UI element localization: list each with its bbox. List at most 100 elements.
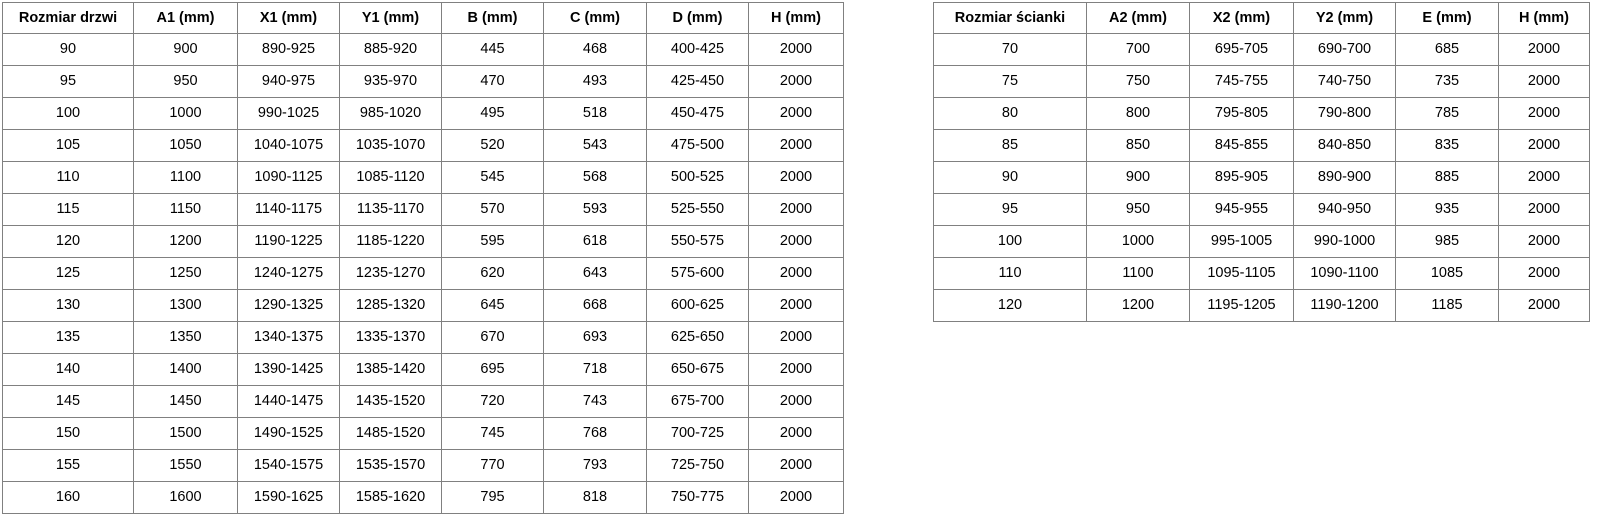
table-cell: 985 — [1395, 225, 1499, 258]
table-cell: 568 — [543, 161, 647, 194]
table-cell: 80 — [933, 97, 1087, 130]
table-cell: 1100 — [1086, 257, 1190, 290]
table-cell: 750-775 — [646, 481, 749, 514]
table-cell: 793 — [543, 449, 647, 482]
table-cell: 2000 — [1498, 289, 1590, 322]
table-row: 85 850 845-855 840-850 835 2000 — [933, 129, 1590, 162]
column-header-1: A1 (mm) — [133, 2, 238, 34]
table-cell: 1240-1275 — [237, 257, 340, 290]
table-row: 140 1400 1390-1425 1385-1420 695 718 650-675 20… — [2, 353, 844, 386]
table-cell: 1435-1520 — [339, 385, 442, 418]
table-cell: 885 — [1395, 161, 1499, 194]
table-cell: 595 — [441, 225, 544, 258]
table-cell: 160 — [2, 481, 134, 514]
table-cell: 445 — [441, 33, 544, 66]
table-cell: 695-705 — [1189, 33, 1294, 66]
table-cell: 120 — [933, 289, 1087, 322]
table-cell: 2000 — [748, 161, 844, 194]
table-cell: 518 — [543, 97, 647, 130]
table-cell: 2000 — [748, 225, 844, 258]
table-cell: 850 — [1086, 129, 1190, 162]
table-cell: 900 — [1086, 161, 1190, 194]
table-cell: 2000 — [748, 257, 844, 290]
column-header-6: D (mm) — [646, 2, 749, 34]
table-cell: 1390-1425 — [237, 353, 340, 386]
table-cell: 2000 — [748, 129, 844, 162]
table-cell: 145 — [2, 385, 134, 418]
table-cell: 95 — [2, 65, 134, 98]
column-header-4: E (mm) — [1395, 2, 1499, 34]
table-cell: 935 — [1395, 193, 1499, 226]
table-cell: 2000 — [748, 417, 844, 450]
table-row: 100 1000 995-1005 990-1000 985 2000 — [933, 225, 1590, 258]
table-cell: 1585-1620 — [339, 481, 442, 514]
table-row: 75 750 745-755 740-750 735 2000 — [933, 65, 1590, 98]
table-cell: 115 — [2, 193, 134, 226]
table-cell: 1040-1075 — [237, 129, 340, 162]
table-cell: 790-800 — [1293, 97, 1396, 130]
table-cell: 1100 — [133, 161, 238, 194]
table-cell: 693 — [543, 321, 647, 354]
table-cell: 1000 — [1086, 225, 1190, 258]
table-cell: 1490-1525 — [237, 417, 340, 450]
table-cell: 2000 — [748, 97, 844, 130]
table-cell: 735 — [1395, 65, 1499, 98]
doors-table-header: Rozmiar drzwi A1 (mm) X1 (mm) Y1 (mm) B (mm)… — [2, 2, 844, 34]
table-cell: 725-750 — [646, 449, 749, 482]
table-cell: 950 — [133, 65, 238, 98]
table-cell: 768 — [543, 417, 647, 450]
table-cell: 1500 — [133, 417, 238, 450]
table-cell: 2000 — [1498, 161, 1590, 194]
table-cell: 885-920 — [339, 33, 442, 66]
table-row: 80 800 795-805 790-800 785 2000 — [933, 97, 1590, 130]
table-cell: 450-475 — [646, 97, 749, 130]
doors-table-body: 90 900 890-925 885-920 445 468 400-425 2000 95 95… — [2, 33, 844, 514]
table-cell: 940-975 — [237, 65, 340, 98]
table-cell: 400-425 — [646, 33, 749, 66]
table-cell: 90 — [2, 33, 134, 66]
table-cell: 1095-1105 — [1189, 257, 1294, 290]
table-cell: 95 — [933, 193, 1087, 226]
table-cell: 70 — [933, 33, 1087, 66]
table-row: 160 1600 1590-1625 1585-1620 795 818 750-775 20… — [2, 481, 844, 514]
table-cell: 1185 — [1395, 289, 1499, 322]
table-cell: 1085-1120 — [339, 161, 442, 194]
table-cell: 2000 — [1498, 129, 1590, 162]
table-cell: 1195-1205 — [1189, 289, 1294, 322]
table-cell: 1590-1625 — [237, 481, 340, 514]
table-cell: 1400 — [133, 353, 238, 386]
table-row: 145 1450 1440-1475 1435-1520 720 743 675-700 20… — [2, 385, 844, 418]
table-cell: 2000 — [748, 385, 844, 418]
table-header-row: Rozmiar ścianki A2 (mm) X2 (mm) Y2 (mm) E (m… — [933, 2, 1590, 34]
table-cell: 570 — [441, 193, 544, 226]
table-cell: 110 — [2, 161, 134, 194]
table-cell: 1090-1125 — [237, 161, 340, 194]
table-cell: 495 — [441, 97, 544, 130]
table-cell: 2000 — [748, 449, 844, 482]
table-cell: 110 — [933, 257, 1087, 290]
table-cell: 1285-1320 — [339, 289, 442, 322]
wall-dimension-table: Rozmiar ścianki A2 (mm) X2 (mm) Y2 (mm) E (m… — [933, 2, 1590, 322]
table-row: 105 1050 1040-1075 1035-1070 520 543 475-500 20… — [2, 129, 844, 162]
table-row: 120 1200 1195-1205 1190-1200 1185 2000 — [933, 289, 1590, 322]
table-cell: 2000 — [748, 33, 844, 66]
table-cell: 468 — [543, 33, 647, 66]
table-cell: 1150 — [133, 193, 238, 226]
table-cell: 700-725 — [646, 417, 749, 450]
table-cell: 2000 — [748, 353, 844, 386]
table-cell: 840-850 — [1293, 129, 1396, 162]
table-cell: 493 — [543, 65, 647, 98]
table-cell: 2000 — [748, 289, 844, 322]
table-cell: 1450 — [133, 385, 238, 418]
table-cell: 1385-1420 — [339, 353, 442, 386]
table-cell: 125 — [2, 257, 134, 290]
column-header-1: A2 (mm) — [1086, 2, 1190, 34]
table-cell: 718 — [543, 353, 647, 386]
table-row: 115 1150 1140-1175 1135-1170 570 593 525-550 20… — [2, 193, 844, 226]
table-cell: 1200 — [1086, 289, 1190, 322]
table-cell: 890-900 — [1293, 161, 1396, 194]
table-cell: 1200 — [133, 225, 238, 258]
column-header-2: X1 (mm) — [237, 2, 340, 34]
table-cell: 1000 — [133, 97, 238, 130]
table-row: 125 1250 1240-1275 1235-1270 620 643 575-600 20… — [2, 257, 844, 290]
